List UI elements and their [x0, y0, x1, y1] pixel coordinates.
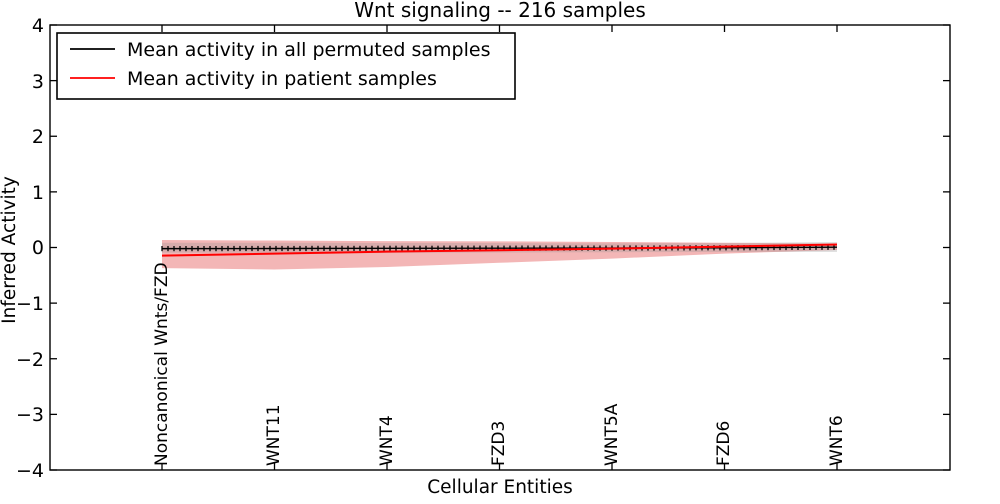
chart-title: Wnt signaling -- 216 samples	[354, 0, 646, 22]
y-tick-labels: 4 3 2 1 0 −1 −2 −3 −4	[16, 15, 44, 482]
y-tick-label: 2	[32, 126, 44, 148]
y-tick-label: −4	[16, 460, 44, 482]
x-tick-label: FZD3	[489, 421, 509, 466]
x-tick-labels: Noncanonical Wnts/FZD WNT11 WNT4 FZD3 WN…	[152, 262, 847, 466]
y-tick-label: 3	[32, 71, 44, 93]
x-tick-label: WNT4	[377, 415, 397, 466]
y-tick-label: −2	[16, 349, 44, 371]
legend-label-permuted: Mean activity in all permuted samples	[127, 39, 490, 61]
x-tick-label: WNT6	[827, 415, 847, 466]
legend: Mean activity in all permuted samples Me…	[56, 32, 516, 100]
axis-ticks	[50, 24, 950, 471]
y-tick-label: 0	[32, 237, 44, 259]
y-tick-label: −3	[16, 404, 44, 426]
y-axis-label: Inferred Activity	[0, 176, 20, 324]
band-permuted-samples	[162, 241, 837, 253]
x-axis-label: Cellular Entities	[427, 477, 573, 498]
y-tick-label: −1	[16, 293, 44, 315]
y-tick-label: 1	[32, 182, 44, 204]
x-tick-label: WNT11	[264, 404, 284, 466]
line-patient-mean	[161, 243, 838, 257]
x-tick-label: WNT5A	[602, 403, 622, 466]
legend-label-patient: Mean activity in patient samples	[127, 68, 437, 90]
legend-box	[56, 32, 516, 100]
line-permuted-mean	[161, 246, 838, 250]
x-tick-label: Noncanonical Wnts/FZD	[152, 262, 172, 466]
y-tick-label: 4	[32, 15, 44, 37]
x-tick-label: FZD6	[714, 421, 734, 466]
